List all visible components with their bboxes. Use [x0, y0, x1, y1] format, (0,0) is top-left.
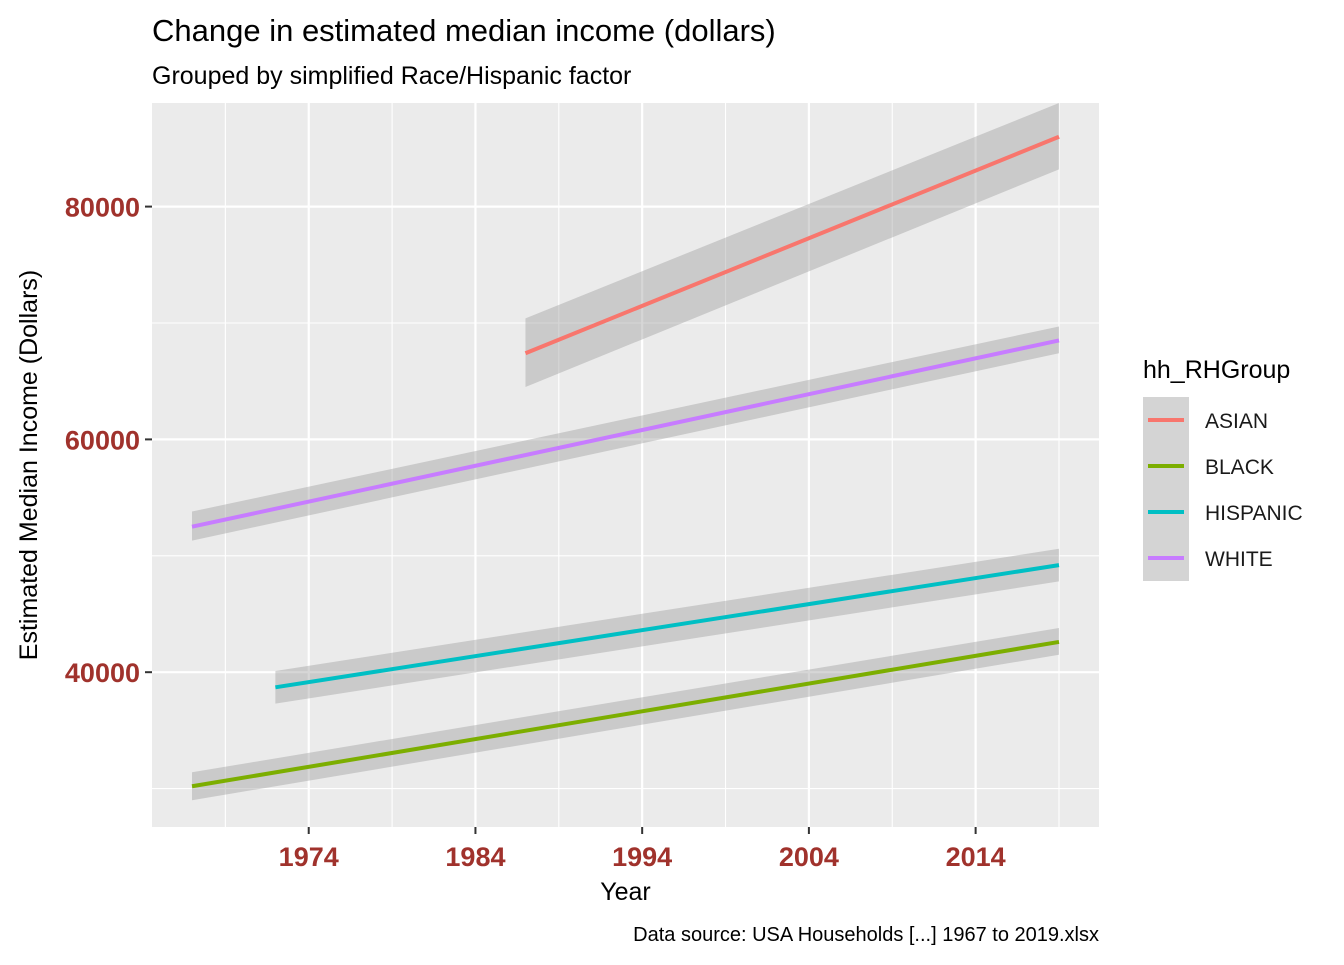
- x-tick-label: 1974: [279, 842, 339, 872]
- x-tick-label: 2004: [779, 842, 839, 872]
- chart-title: Change in estimated median income (dolla…: [152, 13, 776, 48]
- y-tick-label: 40000: [65, 658, 140, 688]
- x-tick-label: 1984: [445, 842, 505, 872]
- y-axis: 40000 60000 80000: [65, 193, 152, 688]
- legend-label-white: WHITE: [1205, 548, 1273, 571]
- legend-label-black: BLACK: [1205, 456, 1274, 479]
- plot-panel: [152, 103, 1099, 827]
- legend-label-hispanic: HISPANIC: [1205, 502, 1303, 525]
- line-black: [191, 639, 1060, 789]
- grid-minor: [152, 103, 1099, 827]
- x-axis: 1974 1984 1994 2004 2014: [279, 827, 1006, 872]
- legend-title: hh_RHGroup: [1143, 356, 1290, 384]
- legend: hh_RHGroup ASIAN BLACK HISPANIC WHITE: [1143, 356, 1303, 581]
- chart-caption: Data source: USA Households [...] 1967 t…: [633, 924, 1099, 946]
- line-asian: [524, 134, 1060, 356]
- y-tick-label: 60000: [65, 425, 140, 455]
- trend-lines: [191, 134, 1060, 789]
- x-tick-label: 2014: [946, 842, 1006, 872]
- x-axis-title: Year: [600, 878, 651, 906]
- legend-label-asian: ASIAN: [1205, 410, 1268, 433]
- line-hispanic: [275, 563, 1060, 690]
- x-tick-label: 1994: [612, 842, 672, 872]
- y-axis-title: Estimated Median Income (Dollars): [15, 270, 43, 660]
- line-white: [191, 338, 1060, 529]
- chart-subtitle: Grouped by simplified Race/Hispanic fact…: [152, 62, 631, 90]
- y-tick-label: 80000: [65, 193, 140, 223]
